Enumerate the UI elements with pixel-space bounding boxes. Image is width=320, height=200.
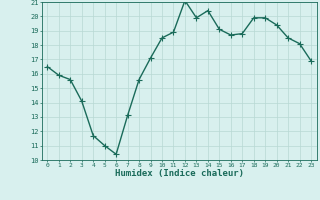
X-axis label: Humidex (Indice chaleur): Humidex (Indice chaleur) — [115, 169, 244, 178]
